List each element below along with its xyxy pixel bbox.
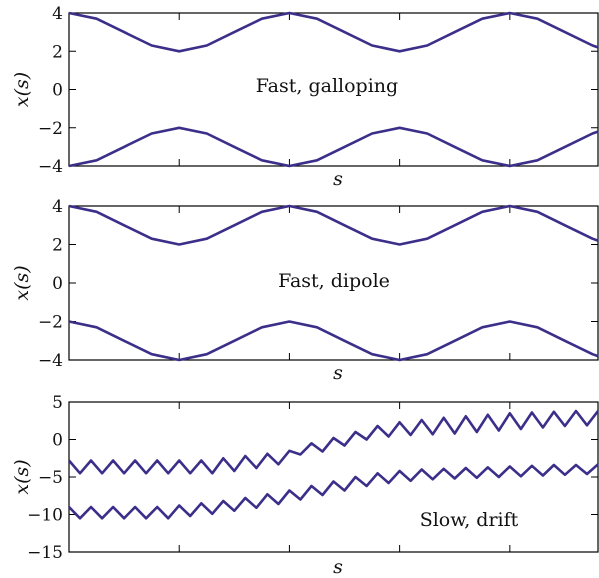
panel-fast-dipole: 4 2 0 −2 −4 Fast, dipole s x(s)	[11, 197, 599, 384]
y-tick-label: −4	[38, 351, 63, 371]
y-tick-label: −10	[27, 506, 63, 526]
x-axis-label: s	[333, 168, 343, 190]
x-axis-label: s	[333, 556, 343, 578]
y-tick-label: −5	[38, 468, 63, 488]
tick-group: 4 2 0 −2 −4	[38, 197, 598, 371]
panel-annotation: Fast, galloping	[256, 75, 398, 97]
y-tick-label: −2	[38, 119, 63, 139]
series-line-2	[68, 463, 599, 520]
y-tick-label: 4	[52, 197, 63, 217]
tick-group: 5 0 −5 −10 −15	[27, 393, 598, 563]
series-line-2	[68, 126, 599, 168]
series-group	[68, 204, 599, 362]
y-tick-label: 4	[52, 4, 63, 24]
y-tick-label: 0	[52, 274, 63, 294]
series-line-1	[68, 409, 599, 475]
y-tick-label: −2	[38, 313, 63, 333]
series-line-1	[68, 11, 599, 53]
y-tick-label: 2	[52, 42, 63, 62]
y-tick-label: −15	[27, 543, 63, 563]
y-axis-label: x(s)	[11, 72, 33, 107]
panel-slow-drift: 5 0 −5 −10 −15 Slow, drift s x(s)	[11, 393, 599, 578]
y-axis-label: x(s)	[11, 265, 33, 300]
y-tick-label: 2	[52, 236, 63, 256]
y-axis-label: x(s)	[11, 459, 33, 494]
y-tick-label: 0	[52, 81, 63, 101]
panel-annotation: Fast, dipole	[278, 270, 390, 292]
panel-fast-galloping: 4 2 0 −2 −4 Fast, galloping s x(s)	[11, 4, 599, 190]
y-tick-label: 0	[52, 431, 63, 451]
y-tick-label: −4	[38, 157, 63, 177]
series-line-2	[68, 320, 599, 362]
y-tick-label: 5	[52, 393, 63, 413]
series-group	[68, 11, 599, 168]
series-line-1	[68, 204, 599, 246]
panel-annotation: Slow, drift	[420, 509, 519, 531]
x-axis-label: s	[333, 362, 343, 384]
series-group	[68, 409, 599, 520]
